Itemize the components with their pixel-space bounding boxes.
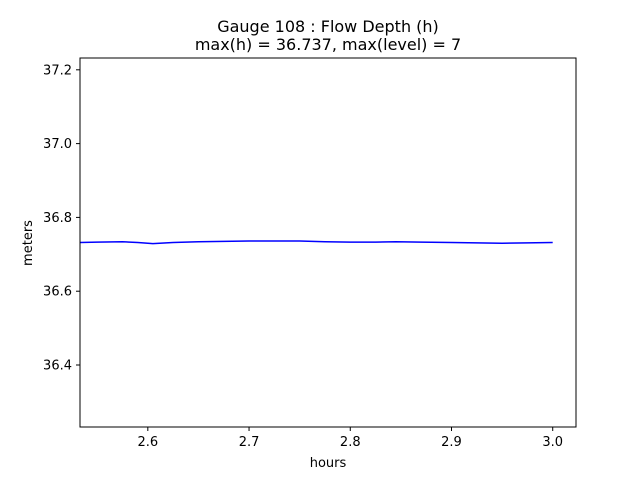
y-tick-label: 36.8 — [43, 211, 72, 226]
y-tick-label: 37.0 — [43, 137, 72, 152]
chart-title-line1: Gauge 108 : Flow Depth (h) — [217, 17, 439, 36]
plot-area — [79, 240, 553, 245]
x-axis-label: hours — [310, 456, 347, 471]
x-tick-label: 2.8 — [340, 435, 361, 450]
y-tick-label: 36.6 — [43, 285, 72, 300]
x-tick-label: 2.7 — [239, 435, 260, 450]
y-axis: 36.4 36.6 36.8 37.0 37.2 — [43, 63, 80, 374]
chart-title-line2: max(h) = 36.737, max(level) = 7 — [195, 35, 461, 54]
y-axis-label: meters — [21, 220, 36, 266]
series-line-0 — [79, 240, 553, 245]
plot-frame — [79, 57, 577, 428]
x-tick-label: 2.6 — [137, 435, 158, 450]
x-tick-label: 2.9 — [441, 435, 462, 450]
y-tick-label: 37.2 — [43, 63, 72, 78]
y-tick-label: 36.4 — [43, 359, 72, 374]
x-tick-label: 3.0 — [542, 435, 563, 450]
x-axis: 2.6 2.7 2.8 2.9 3.0 — [137, 427, 563, 450]
